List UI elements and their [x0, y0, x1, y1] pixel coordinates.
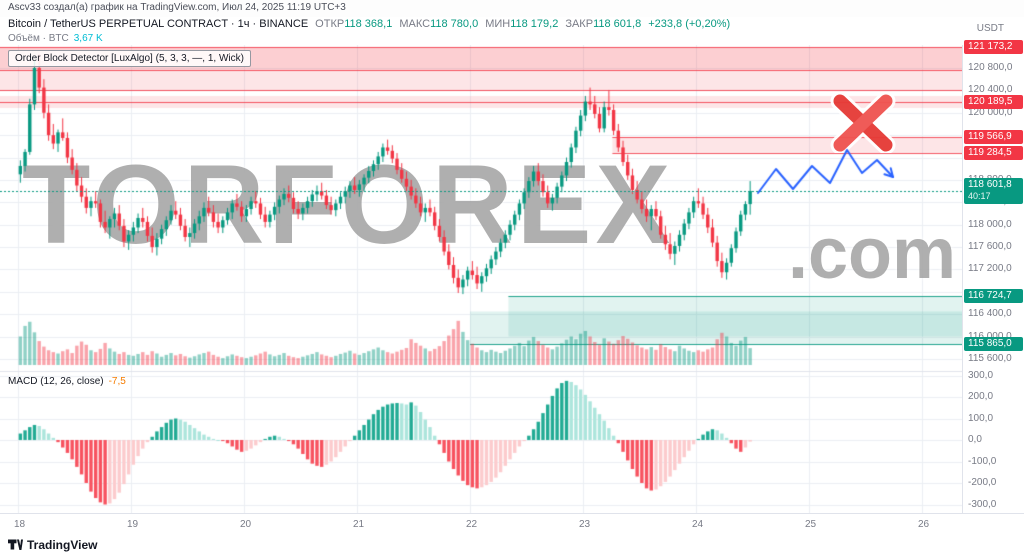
tradingview-logo-icon	[8, 539, 23, 550]
price-level-badge: 119 566,9	[964, 130, 1023, 144]
macd-scale-tick: -300,0	[968, 498, 997, 510]
meta-bar: Ascv33 создал(а) график на TradingView.c…	[0, 0, 1024, 17]
price-level-badge: 115 865,0	[964, 337, 1023, 352]
change-value: +233,8 (+0,20%)	[648, 18, 731, 30]
macd-title: MACD (12, 26, close)	[8, 376, 104, 387]
ohlc-value: 118 780,0	[430, 18, 479, 30]
current-price-text: 118 601,8	[968, 179, 1012, 190]
price-scale-tick: 120 400,0	[968, 84, 1013, 96]
current-price-badge: 118 601,8 40:17	[964, 178, 1023, 204]
footer-brand[interactable]: TradingView	[8, 537, 97, 552]
meta-bar-text: Ascv33 создал(а) график на TradingView.c…	[8, 2, 346, 13]
price-scale-tick: 117 200,0	[968, 263, 1012, 275]
volume-row: Объём · BTC 3,67 K	[0, 33, 1024, 45]
time-axis-label: 20	[240, 519, 252, 530]
ohlc-label: МАКС	[399, 18, 431, 30]
time-axis-label: 19	[127, 519, 139, 530]
time-axis[interactable]: TradingView 18 19 20 21 22 23 24 25 26	[0, 513, 1024, 556]
macd-scale-tick: 200,0	[968, 391, 994, 402]
ohlc-label: ЗАКР	[565, 18, 594, 30]
chart-area: TORFOREX .com Order Block Detector [LuxA…	[0, 40, 1024, 556]
ohlc-label: МИН	[485, 18, 511, 30]
tradingview-brand-text: TradingView	[27, 537, 98, 552]
macd-indicator-label[interactable]: MACD (12, 26, close) -7,5	[8, 376, 126, 387]
countdown-timer: 40:17	[968, 191, 991, 201]
price-level-badge: 116 724,7	[964, 289, 1023, 304]
price-chart-canvas[interactable]	[0, 45, 962, 556]
volume-label[interactable]: Объём · BTC	[8, 33, 69, 44]
price-scale-tick: 116 000,0	[968, 330, 1012, 342]
price-scale-tick: 117 600,0	[968, 241, 1012, 253]
ohlc-label: ОТКР	[315, 18, 345, 30]
time-axis-label: 18	[14, 519, 26, 530]
quote-currency-label: USDT	[976, 23, 1004, 34]
time-axis-label: 21	[353, 519, 365, 530]
time-axis-label: 22	[466, 519, 478, 530]
symbol-title[interactable]: Bitcoin / TetherUS PERPETUAL CONTRACT · …	[8, 18, 309, 30]
time-axis-label: 25	[805, 519, 817, 530]
price-scale-tick: 118 000,0	[968, 218, 1012, 230]
ohlc-value: 118 601,8	[593, 18, 642, 30]
macd-scale-tick: -100,0	[968, 455, 997, 467]
volume-value: 3,67 K	[73, 33, 103, 44]
macd-scale-tick: 0,0	[968, 434, 982, 445]
macd-value: -7,5	[108, 376, 126, 387]
ohlc-values: ОТКР118 368,1 МАКС118 780,0 МИН118 179,2 ЗА…	[308, 18, 641, 30]
time-axis-label: 26	[918, 519, 930, 530]
macd-scale-tick: 100,0	[968, 412, 994, 424]
price-scale-tick: 120 000,0	[968, 106, 1013, 118]
ohlc-value: 118 179,2	[510, 18, 559, 30]
symbol-row: Bitcoin / TetherUS PERPETUAL CONTRACT · …	[0, 17, 1024, 33]
price-scale-tick: 116 400,0	[968, 308, 1012, 320]
price-level-badge: 119 284,5	[964, 145, 1023, 160]
price-scale-tick: 115 600,0	[968, 352, 1012, 364]
price-level-badge: 120 189,5	[964, 95, 1023, 110]
price-level-badge: 121 173,2	[964, 40, 1023, 55]
time-axis-label: 23	[579, 519, 591, 530]
order-block-indicator-label[interactable]: Order Block Detector [LuxAlgo] (5, 3, 3,…	[8, 50, 251, 67]
time-axis-label: 24	[692, 519, 704, 530]
ohlc-value: 118 368,1	[344, 18, 393, 30]
macd-scale-tick: 300,0	[968, 369, 994, 381]
macd-scale-tick: -200,0	[968, 477, 997, 488]
price-scale-tick: 120 800,0	[968, 62, 1013, 73]
